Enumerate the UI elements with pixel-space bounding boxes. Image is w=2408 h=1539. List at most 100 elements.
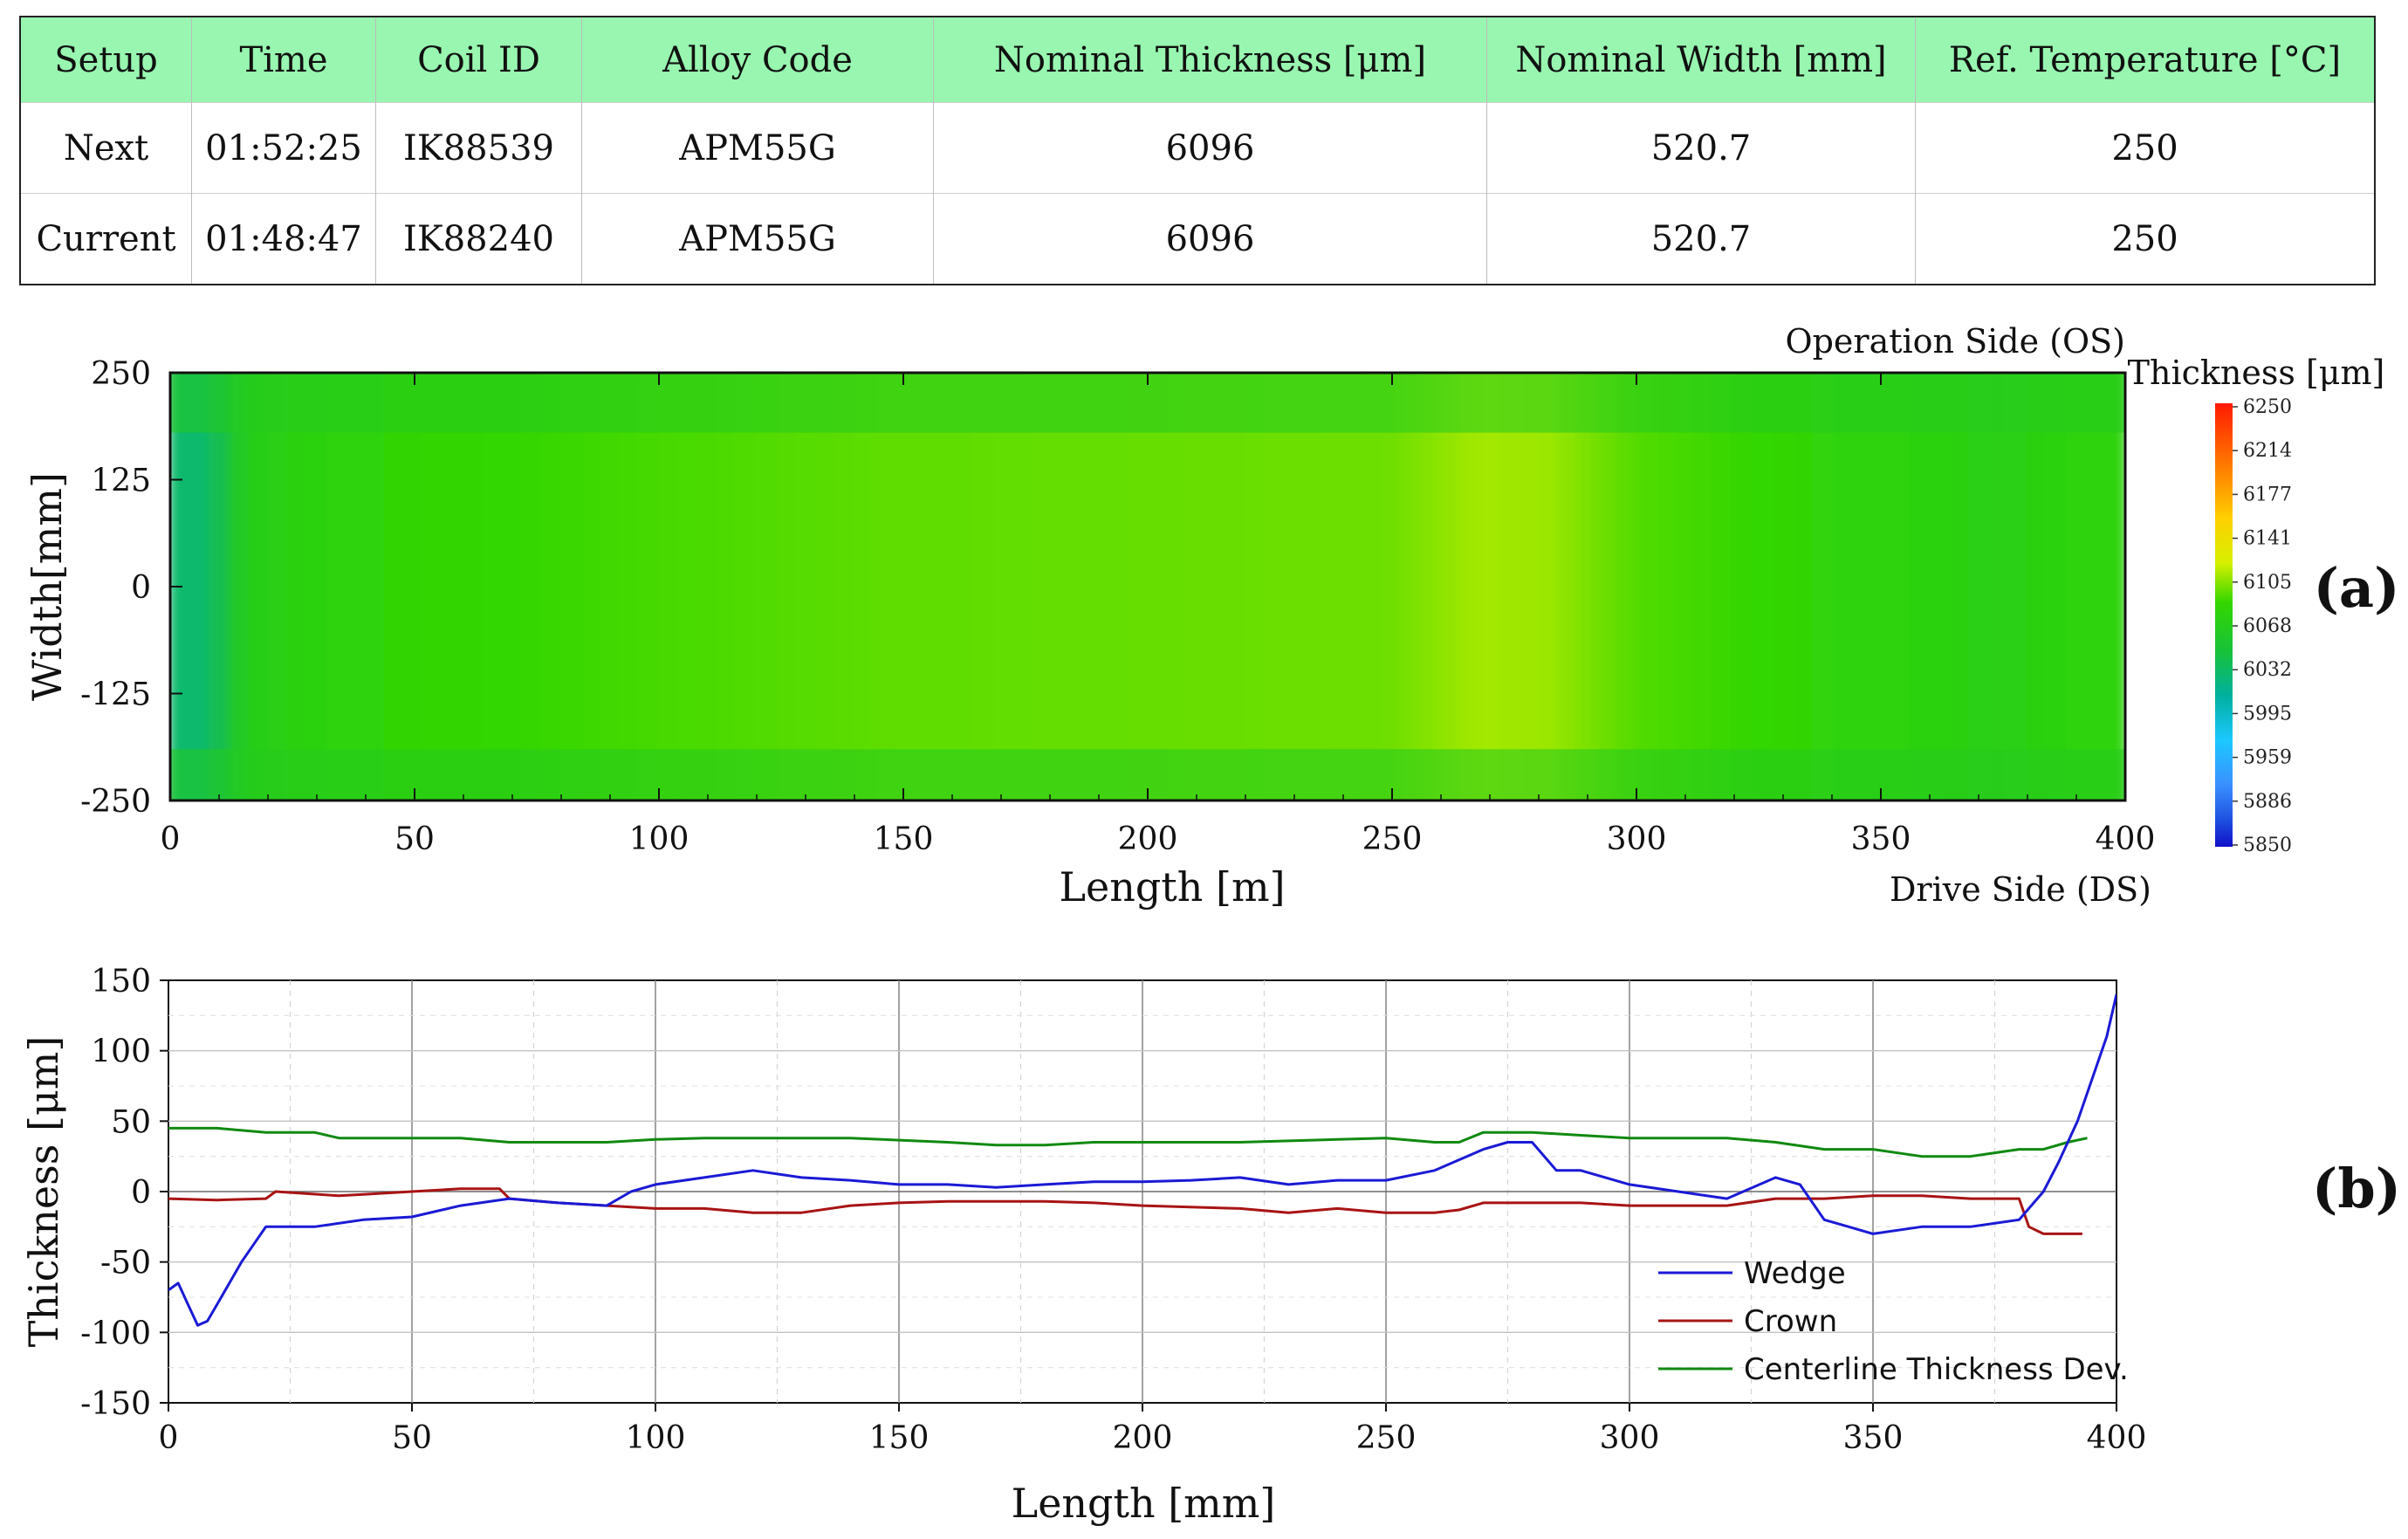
table-cell: APM55G — [581, 102, 934, 194]
line-y-tick-label: -100 — [80, 1316, 151, 1351]
heatmap-cell — [892, 373, 915, 800]
colorbar-tick-label: 5959 — [2243, 747, 2292, 769]
heatmap-cell — [756, 373, 778, 800]
heatmap-cell — [2065, 373, 2088, 800]
heatmap-y-tick-label: -250 — [80, 784, 151, 820]
heatmap-cell — [1010, 373, 1032, 800]
table-cell: IK88539 — [375, 102, 582, 194]
heatmap-x-tick-label: 200 — [1118, 821, 1178, 857]
heatmap-cell — [1753, 373, 1774, 800]
heatmap-cell — [2104, 373, 2125, 800]
colorbar-tick-label: 5995 — [2243, 703, 2292, 725]
heatmap-cell — [326, 373, 347, 800]
heatmap-x-axis-title: Length [m] — [1059, 863, 1285, 910]
heatmap-x-ticks: 0 50 100 150 200 250 300 350 400 — [161, 373, 2155, 857]
heatmap-cell — [1478, 373, 1501, 800]
line-y-tick-label: 0 — [131, 1175, 151, 1211]
line-chart-grid — [168, 980, 2116, 1403]
heatmap-cell — [834, 373, 855, 800]
heatmap-cell — [1831, 373, 1853, 800]
heatmap-cell — [228, 373, 250, 800]
heatmap-cell — [1245, 373, 1266, 800]
legend-label: Crown — [1744, 1304, 1837, 1339]
line-chart-x-axis-title: Length [mm] — [1012, 1480, 1276, 1527]
heatmap-cell — [1733, 373, 1755, 800]
table-cell: 250 — [1915, 102, 2375, 194]
colorbar-tick-label: 6105 — [2243, 572, 2292, 594]
heatmap-cell — [1166, 373, 1188, 800]
colorbar-tick-label: 6214 — [2243, 440, 2292, 462]
column-header: Coil ID — [375, 17, 582, 103]
heatmap-cell — [638, 373, 660, 800]
colorbar-tick-label: 6250 — [2243, 396, 2292, 418]
panel-label-b: (b) — [2312, 1157, 2401, 1220]
heatmap-cell — [951, 373, 973, 800]
heatmap-y-axis-title: Width[mm] — [24, 472, 71, 701]
table-cell: 6096 — [933, 102, 1487, 194]
heatmap-cell — [521, 373, 543, 800]
line-y-tick-label: -150 — [80, 1386, 151, 1422]
heatmap-field — [170, 373, 2125, 800]
table-cell: APM55G — [581, 193, 934, 285]
heatmap-cell — [1087, 373, 1110, 800]
heatmap-cell — [1342, 373, 1364, 800]
legend-label: Wedge — [1744, 1256, 1846, 1291]
line-x-tick-label: 350 — [1843, 1420, 1904, 1456]
heatmap-cell — [1029, 373, 1051, 800]
line-chart-legend: Wedge Crown Centerline Thickness Dev. — [1658, 1256, 2129, 1387]
heatmap-x-tick-label: 50 — [394, 821, 435, 857]
heatmap-cell — [1636, 373, 1657, 800]
heatmap-cell — [1713, 373, 1735, 800]
heatmap-cell — [1674, 373, 1697, 800]
line-x-tick-label: 150 — [869, 1420, 930, 1456]
line-chart-y-axis-title: Thickness [μm] — [20, 1036, 67, 1348]
heatmap-cell — [1381, 373, 1403, 800]
heatmap-cell — [208, 373, 230, 800]
heatmap-cell — [873, 373, 895, 800]
heatmap-cell — [2027, 373, 2048, 800]
heatmap-cell — [1499, 373, 1520, 800]
column-header: Ref. Temperature [°C] — [1915, 17, 2375, 103]
line-chart-x-ticks: 0 50 100 150 200 250 300 350 400 — [159, 1403, 2146, 1456]
line-y-tick-label: -50 — [100, 1246, 151, 1281]
heatmap-cell — [736, 373, 758, 800]
heatmap-cell — [696, 373, 719, 800]
heatmap-cell — [794, 373, 817, 800]
heatmap-cell — [1869, 373, 1892, 800]
line-x-tick-label: 100 — [626, 1420, 686, 1456]
table-cell: 01:48:47 — [191, 193, 376, 285]
heatmap-columns — [170, 373, 2125, 800]
heatmap-cell — [1185, 373, 1208, 800]
table-cell: 250 — [1915, 193, 2375, 285]
heatmap-y-tick-label: 0 — [131, 570, 151, 606]
heatmap-cell — [931, 373, 953, 800]
heatmap-cell — [1283, 373, 1306, 800]
heatmap-cell — [1205, 373, 1227, 800]
heatmap-x-tick-label: 300 — [1607, 821, 1667, 857]
table-cell: IK88240 — [375, 193, 582, 285]
operation-side-label: Operation Side (OS) — [1785, 322, 2125, 361]
heatmap-cell — [1596, 373, 1618, 800]
heatmap-cell — [1147, 373, 1169, 800]
colorbar-title: Thickness [μm] — [2128, 354, 2385, 392]
heatmap-cell — [1264, 373, 1286, 800]
column-header: Alloy Code — [581, 17, 934, 103]
line-chart-y-ticks: 150 100 50 0 -50 -100 -150 — [80, 964, 168, 1422]
column-header: Time — [191, 17, 376, 103]
legend-label: Centerline Thickness Dev. — [1744, 1352, 2129, 1387]
heatmap-cell — [286, 373, 308, 800]
table-cell: Next — [20, 102, 192, 194]
line-x-tick-label: 50 — [392, 1420, 432, 1456]
drive-side-label: Drive Side (DS) — [1890, 870, 2151, 909]
heatmap-x-tick-label: 250 — [1362, 821, 1423, 857]
heatmap-cell — [1127, 373, 1149, 800]
coil-setup-table: Setup Time Coil ID Alloy Code Nominal Th… — [19, 16, 2376, 285]
heatmap-cell — [2085, 373, 2107, 800]
heatmap-cell — [658, 373, 680, 800]
heatmap-cell — [247, 373, 269, 800]
heatmap-cell — [1792, 373, 1814, 800]
heatmap-cell — [580, 373, 601, 800]
heatmap-cell — [1557, 373, 1579, 800]
heatmap-cell — [1108, 373, 1129, 800]
heatmap-x-tick-label: 350 — [1851, 821, 1911, 857]
